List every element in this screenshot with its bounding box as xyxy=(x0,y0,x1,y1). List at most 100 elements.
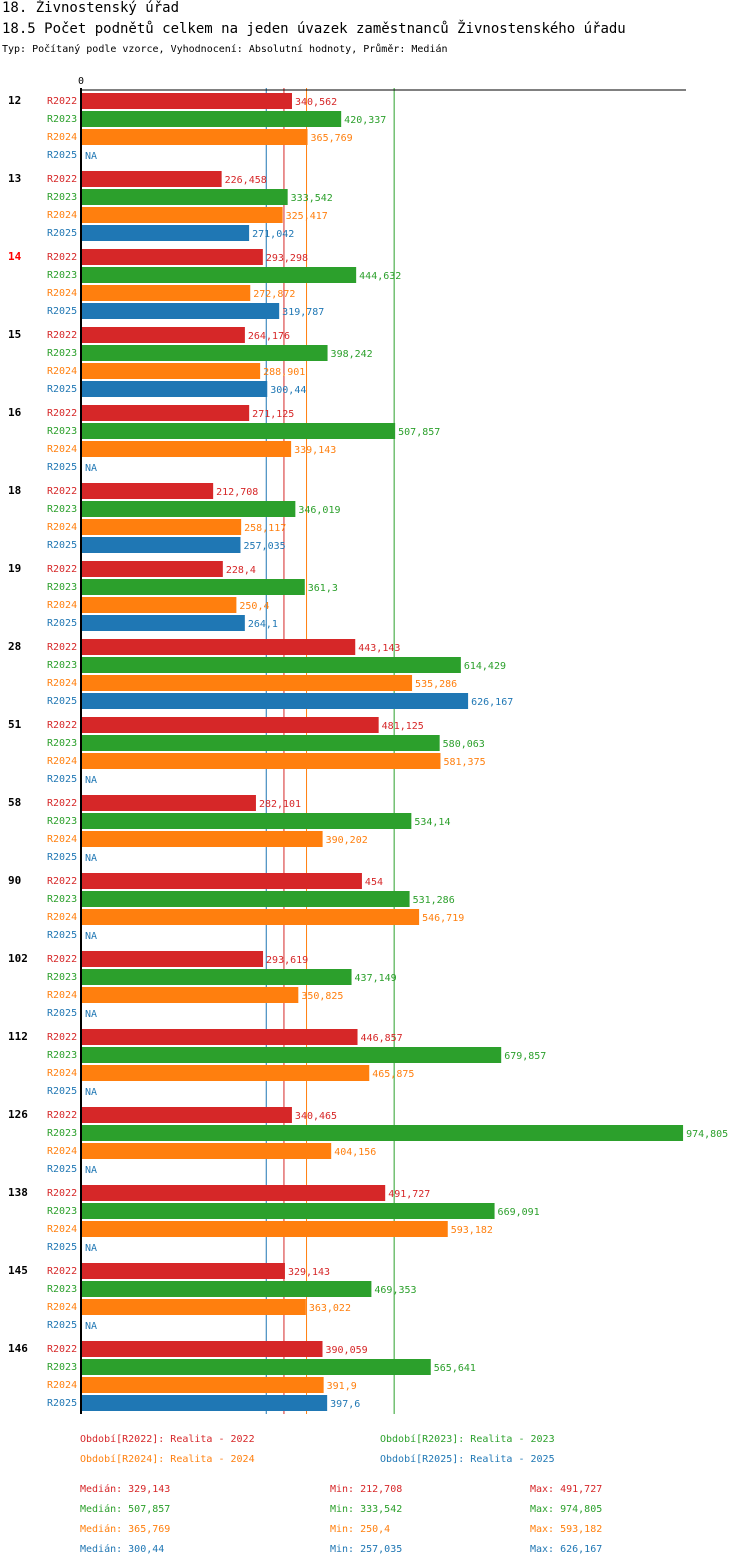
group-label-15: 15 xyxy=(8,328,21,341)
bar-146-r2022 xyxy=(82,1341,323,1357)
stat-min-r2023: Min: 333,542 xyxy=(330,1504,403,1515)
series-label-138-r2022: R2022 xyxy=(47,1188,77,1199)
series-label-14-r2024: R2024 xyxy=(47,288,77,299)
series-label-112-r2025: R2025 xyxy=(47,1086,77,1097)
bar-51-r2023 xyxy=(82,735,440,751)
legend-r2023: Období[R2023]: Realita - 2023 xyxy=(380,1434,555,1445)
value-label-146-r2023: 565,641 xyxy=(434,1363,476,1374)
series-label-18-r2022: R2022 xyxy=(47,486,77,497)
series-label-58-r2025: R2025 xyxy=(47,852,77,863)
value-label-58-r2022: 282,101 xyxy=(259,799,301,810)
series-label-13-r2022: R2022 xyxy=(47,174,77,185)
value-label-15-r2024: 288,901 xyxy=(263,367,305,378)
bar-18-r2022 xyxy=(82,483,214,499)
series-label-51-r2025: R2025 xyxy=(47,774,77,785)
value-label-13-r2023: 333,542 xyxy=(291,193,333,204)
series-label-58-r2023: R2023 xyxy=(47,816,77,827)
value-label-19-r2022: 228,4 xyxy=(226,565,256,576)
value-label-102-r2025: NA xyxy=(85,1009,97,1020)
value-label-12-r2022: 340,562 xyxy=(295,97,337,108)
stat-median-r2025: Medián: 300,44 xyxy=(80,1544,165,1555)
value-label-102-r2024: 350,825 xyxy=(301,991,343,1002)
series-label-51-r2022: R2022 xyxy=(47,720,77,731)
group-label-16: 16 xyxy=(8,406,22,419)
value-label-16-r2023: 507,857 xyxy=(398,427,440,438)
value-label-102-r2023: 437,149 xyxy=(355,973,397,984)
value-label-58-r2025: NA xyxy=(85,853,97,864)
value-label-15-r2023: 398,242 xyxy=(331,349,373,360)
bar-14-r2024 xyxy=(82,285,251,301)
group-label-102: 102 xyxy=(8,952,28,965)
series-label-90-r2023: R2023 xyxy=(47,894,77,905)
bar-90-r2024 xyxy=(82,909,420,925)
value-label-16-r2022: 271,125 xyxy=(252,409,294,420)
series-label-15-r2024: R2024 xyxy=(47,366,77,377)
series-label-138-r2023: R2023 xyxy=(47,1206,77,1217)
series-label-112-r2023: R2023 xyxy=(47,1050,77,1061)
series-label-146-r2023: R2023 xyxy=(47,1362,77,1373)
bar-112-r2024 xyxy=(82,1065,370,1081)
group-label-12: 12 xyxy=(8,94,21,107)
bar-18-r2025 xyxy=(82,537,241,553)
value-label-12-r2025: NA xyxy=(85,151,97,162)
series-label-138-r2024: R2024 xyxy=(47,1224,77,1235)
series-label-19-r2022: R2022 xyxy=(47,564,77,575)
bar-90-r2022 xyxy=(82,873,362,889)
series-label-146-r2022: R2022 xyxy=(47,1344,77,1355)
legend-r2024: Období[R2024]: Realita - 2024 xyxy=(80,1454,255,1465)
stat-max-r2023: Max: 974,805 xyxy=(530,1504,603,1515)
bar-145-r2023 xyxy=(82,1281,372,1297)
series-label-12-r2022: R2022 xyxy=(47,96,77,107)
series-label-12-r2023: R2023 xyxy=(47,114,77,125)
bar-13-r2023 xyxy=(82,189,288,205)
series-label-16-r2025: R2025 xyxy=(47,462,77,473)
series-label-15-r2023: R2023 xyxy=(47,348,77,359)
bar-28-r2023 xyxy=(82,657,461,673)
series-label-16-r2023: R2023 xyxy=(47,426,77,437)
bar-13-r2025 xyxy=(82,225,250,241)
bar-14-r2025 xyxy=(82,303,280,319)
value-label-12-r2023: 420,337 xyxy=(344,115,386,126)
bar-12-r2022 xyxy=(82,93,292,109)
value-label-138-r2023: 669,091 xyxy=(498,1207,540,1218)
series-label-28-r2024: R2024 xyxy=(47,678,77,689)
value-label-13-r2024: 325,417 xyxy=(286,211,328,222)
bar-28-r2022 xyxy=(82,639,356,655)
bar-138-r2022 xyxy=(82,1185,386,1201)
value-label-90-r2024: 546,719 xyxy=(422,913,464,924)
bar-14-r2022 xyxy=(82,249,263,265)
series-label-14-r2023: R2023 xyxy=(47,270,77,281)
value-label-13-r2025: 271,042 xyxy=(252,229,294,240)
value-label-15-r2025: 300,44 xyxy=(270,385,306,396)
value-label-90-r2025: NA xyxy=(85,931,97,942)
bar-58-r2024 xyxy=(82,831,323,847)
series-label-145-r2022: R2022 xyxy=(47,1266,77,1277)
value-label-102-r2022: 293,619 xyxy=(266,955,308,966)
group-label-14: 14 xyxy=(8,250,22,263)
value-label-16-r2024: 339,143 xyxy=(294,445,336,456)
value-label-18-r2025: 257,035 xyxy=(243,541,285,552)
chart-title: 18.5 Počet podnětů celkem na jeden úvaze… xyxy=(2,21,626,37)
series-label-13-r2024: R2024 xyxy=(47,210,77,221)
value-label-138-r2022: 491,727 xyxy=(388,1189,430,1200)
group-label-138: 138 xyxy=(8,1186,28,1199)
series-label-102-r2022: R2022 xyxy=(47,954,77,965)
legend-r2022: Období[R2022]: Realita - 2022 xyxy=(80,1434,255,1445)
value-label-138-r2024: 593,182 xyxy=(451,1225,493,1236)
series-label-16-r2024: R2024 xyxy=(47,444,77,455)
value-label-18-r2022: 212,708 xyxy=(216,487,258,498)
bar-16-r2022 xyxy=(82,405,250,421)
series-label-138-r2025: R2025 xyxy=(47,1242,77,1253)
value-label-51-r2024: 581,375 xyxy=(443,757,485,768)
bar-102-r2022 xyxy=(82,951,264,967)
group-label-90: 90 xyxy=(8,874,21,887)
value-label-28-r2022: 443,143 xyxy=(358,643,400,654)
series-label-112-r2022: R2022 xyxy=(47,1032,77,1043)
value-label-58-r2024: 390,202 xyxy=(326,835,368,846)
stat-median-r2022: Medián: 329,143 xyxy=(80,1484,171,1495)
series-label-146-r2024: R2024 xyxy=(47,1380,77,1391)
value-label-51-r2022: 481,125 xyxy=(382,721,424,732)
series-label-12-r2024: R2024 xyxy=(47,132,77,143)
value-label-90-r2022: 454 xyxy=(365,877,383,888)
